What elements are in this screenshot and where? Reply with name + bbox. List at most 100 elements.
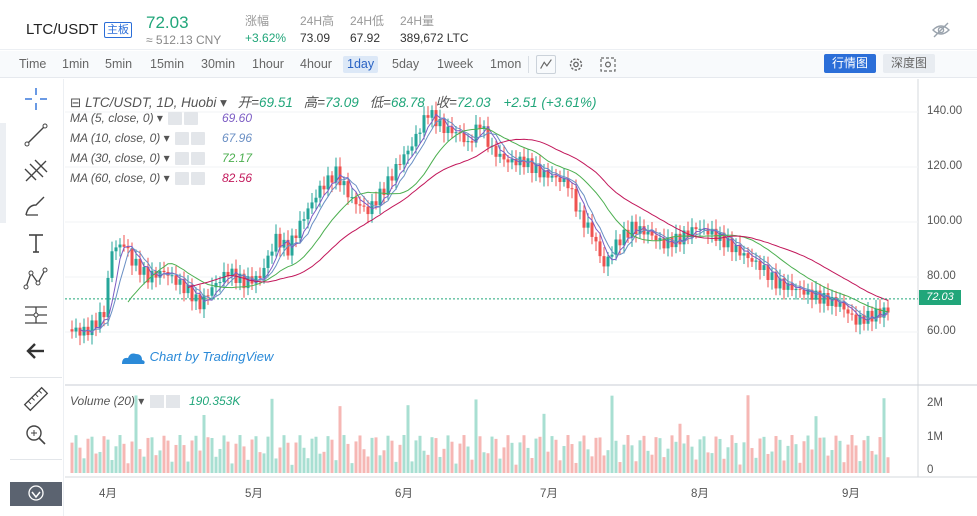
measure-range-icon[interactable] — [22, 301, 50, 329]
pair-name[interactable]: LTC/USDT — [26, 21, 99, 38]
interval-1mon[interactable]: 1mon — [490, 57, 522, 71]
candle-body — [798, 288, 802, 290]
volume-bar — [714, 436, 718, 473]
candle-body — [530, 158, 534, 173]
text-tool-icon[interactable] — [22, 229, 50, 257]
ma10-row[interactable]: MA (10, close, 0) ▾ 67.96 — [70, 131, 253, 146]
back-arrow-icon[interactable] — [22, 337, 50, 365]
candle-body — [674, 233, 678, 248]
interval-15min[interactable]: 15min — [150, 57, 185, 71]
candle-body — [334, 166, 338, 183]
left-scrollbar[interactable] — [0, 123, 6, 223]
candle-body — [86, 326, 90, 336]
chevron-down-icon[interactable]: ▾ — [216, 95, 227, 110]
settings-gear-icon[interactable] — [174, 152, 189, 166]
volume-bar — [630, 445, 634, 473]
brush-icon[interactable] — [22, 193, 50, 221]
indicator-chart-icon[interactable] — [536, 55, 556, 74]
collapse-icon[interactable]: ⊟ — [70, 95, 86, 110]
volume-bar — [606, 450, 610, 473]
close-icon[interactable] — [184, 112, 199, 126]
volume-bar — [534, 438, 538, 473]
close-icon[interactable] — [165, 395, 180, 409]
ma5-line — [79, 113, 889, 334]
time-tick: 8月 — [691, 488, 709, 500]
settings-gear-icon[interactable] — [149, 395, 164, 409]
candle-body — [622, 229, 626, 246]
candle-body — [102, 312, 106, 318]
volume-bar — [798, 462, 802, 473]
scroll-down-button[interactable] — [10, 482, 62, 506]
interval-4hour[interactable]: 4hour — [300, 57, 332, 71]
volume-bar — [194, 435, 198, 473]
ruler-icon[interactable] — [22, 385, 50, 413]
interval-30min[interactable]: 30min — [201, 57, 236, 71]
settings-gear-icon[interactable] — [566, 55, 586, 74]
stat-label: 24H量 — [400, 14, 435, 28]
pattern-icon[interactable] — [22, 265, 50, 293]
fib-channel-icon[interactable] — [22, 157, 50, 185]
volume-bar — [262, 453, 266, 473]
price-chart[interactable]: ⊟ LTC/USDT, 1D, Huobi ▾ 开=69.51 高=73.09 … — [65, 79, 977, 516]
volume-bar — [78, 447, 82, 473]
close-icon[interactable] — [190, 172, 205, 186]
volume-bar — [454, 463, 458, 473]
settings-gear-icon[interactable] — [168, 112, 183, 126]
candle-body — [330, 175, 334, 183]
settings-gear-icon[interactable] — [174, 172, 189, 186]
interval-1min[interactable]: 1min — [62, 57, 90, 71]
ohlc-legend: ⊟ LTC/USDT, 1D, Huobi ▾ 开=69.51 高=73.09 … — [70, 91, 597, 111]
volume-bar — [354, 441, 358, 473]
kline-tab-button[interactable]: 行情图 — [824, 54, 876, 73]
interval-5day[interactable]: 5day — [392, 57, 420, 71]
close-icon[interactable] — [190, 132, 205, 146]
screenshot-icon[interactable] — [598, 55, 618, 74]
volume-bar — [614, 440, 618, 473]
volume-bar — [198, 450, 202, 473]
volume-legend[interactable]: Volume (20) ▾ 190.353K — [70, 394, 241, 409]
candle-body — [382, 188, 386, 196]
candle-body — [442, 118, 446, 134]
interval-1hour[interactable]: 1hour — [252, 57, 284, 71]
volume-bar — [190, 440, 194, 473]
ma30-row[interactable]: MA (30, close, 0) ▾ 72.17 — [70, 151, 253, 166]
volume-bar — [626, 435, 630, 473]
candle-body — [350, 197, 354, 199]
depth-tab-button[interactable]: 深度图 — [883, 54, 935, 73]
close-icon[interactable] — [190, 152, 205, 166]
chart-canvas[interactable] — [65, 79, 977, 516]
volume-bar — [786, 445, 790, 473]
volume-bar — [186, 461, 190, 473]
volume-bar — [826, 455, 830, 473]
ma60-row[interactable]: MA (60, close, 0) ▾ 82.56 — [70, 171, 253, 186]
volume-bar — [718, 438, 722, 473]
ma5-value: 69.60 — [222, 111, 253, 125]
interval-1week[interactable]: 1week — [437, 57, 474, 71]
candle-body — [418, 132, 422, 134]
volume-bar — [842, 462, 846, 473]
candle-body — [546, 170, 550, 178]
interval-1day[interactable]: 1day — [343, 56, 379, 73]
volume-bar — [862, 440, 866, 473]
candle-body — [866, 310, 870, 324]
candle-body — [758, 260, 762, 270]
volume-bar — [710, 453, 714, 473]
volume-bar — [766, 453, 770, 473]
trend-line-icon[interactable] — [22, 121, 50, 149]
candle-body — [138, 258, 142, 275]
interval-5min[interactable]: 5min — [105, 57, 133, 71]
hide-eye-icon[interactable] — [932, 21, 950, 39]
tradingview-watermark[interactable]: Chart by TradingView — [120, 349, 273, 365]
candle-body — [522, 156, 526, 168]
volume-bar — [98, 451, 102, 473]
settings-gear-icon[interactable] — [174, 132, 189, 146]
ma5-row[interactable]: MA (5, close, 0) ▾ 69.60 — [70, 111, 253, 126]
volume-bar — [402, 435, 406, 473]
candle-body — [142, 266, 146, 275]
crosshair-icon[interactable] — [22, 85, 50, 113]
zoom-in-icon[interactable] — [22, 421, 50, 449]
candle-body — [314, 197, 318, 203]
volume-bar — [586, 449, 590, 473]
interval-time[interactable]: Time — [19, 57, 47, 71]
